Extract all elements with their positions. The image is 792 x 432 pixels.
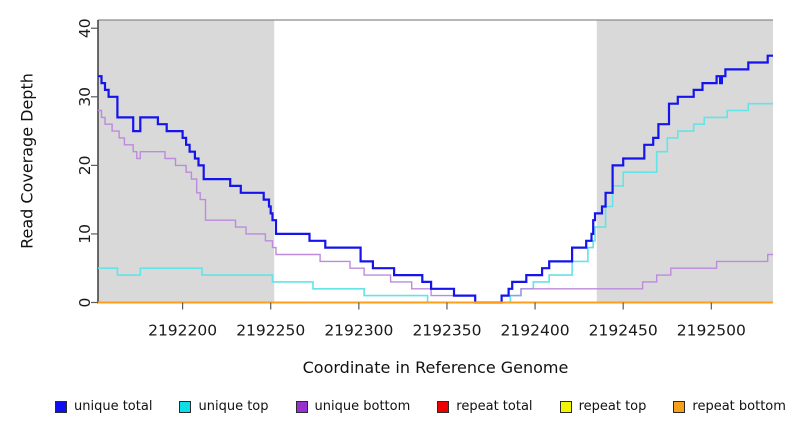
legend-label: unique total (74, 399, 153, 414)
legend-label: unique bottom (314, 399, 411, 414)
legend-item-unique-bottom: unique bottom (295, 399, 411, 414)
legend-label: repeat total (456, 399, 533, 414)
x-tick-label: 2192400 (501, 322, 570, 340)
series-line-unique-bottom (98, 109, 773, 304)
series-line-unique-top (98, 102, 773, 304)
coverage-plot: 2192200 2192250 2192300 2192350 2192400 21924… (76, 18, 773, 340)
y-tick-label: 30 (76, 87, 94, 107)
legend-swatch-unique-total (55, 400, 67, 413)
legend-item-unique-top: unique top (179, 399, 269, 414)
shaded-region (596, 20, 773, 303)
legend-item-repeat-top: repeat top (559, 399, 647, 414)
legend-swatch-repeat-bottom (673, 400, 686, 413)
shaded-region (98, 20, 275, 303)
x-tick-label: 2192500 (677, 322, 746, 340)
y-axis-title: Read Coverage Depth (17, 73, 37, 249)
legend-item-repeat-bottom: repeat bottom (673, 399, 786, 414)
legend: unique total unique top unique bottom repea… (55, 399, 786, 414)
legend-swatch-unique-top (179, 400, 192, 413)
legend-label: repeat bottom (692, 399, 786, 414)
x-axis-title: Coordinate in Reference Genome (302, 358, 569, 377)
x-tick-label: 2192450 (589, 322, 658, 340)
legend-swatch-unique-bottom (295, 400, 308, 413)
x-tick-label: 2192350 (412, 322, 481, 340)
legend-item-repeat-total: repeat total (437, 399, 533, 414)
legend-swatch-repeat-top (559, 400, 572, 413)
x-tick-label: 2192250 (236, 322, 305, 340)
y-tick-label: 40 (76, 18, 94, 38)
series-line-unique-total (98, 54, 773, 304)
y-tick-label: 0 (76, 298, 94, 308)
x-tick-label: 2192300 (324, 322, 393, 340)
x-tick-label: 2192200 (148, 322, 217, 340)
y-tick-label: 20 (76, 156, 94, 176)
legend-label: unique top (198, 399, 269, 414)
legend-label: repeat top (578, 399, 647, 414)
legend-swatch-repeat-total (437, 400, 450, 413)
y-tick-label: 10 (76, 224, 94, 244)
legend-item-unique-total: unique total (55, 399, 152, 414)
